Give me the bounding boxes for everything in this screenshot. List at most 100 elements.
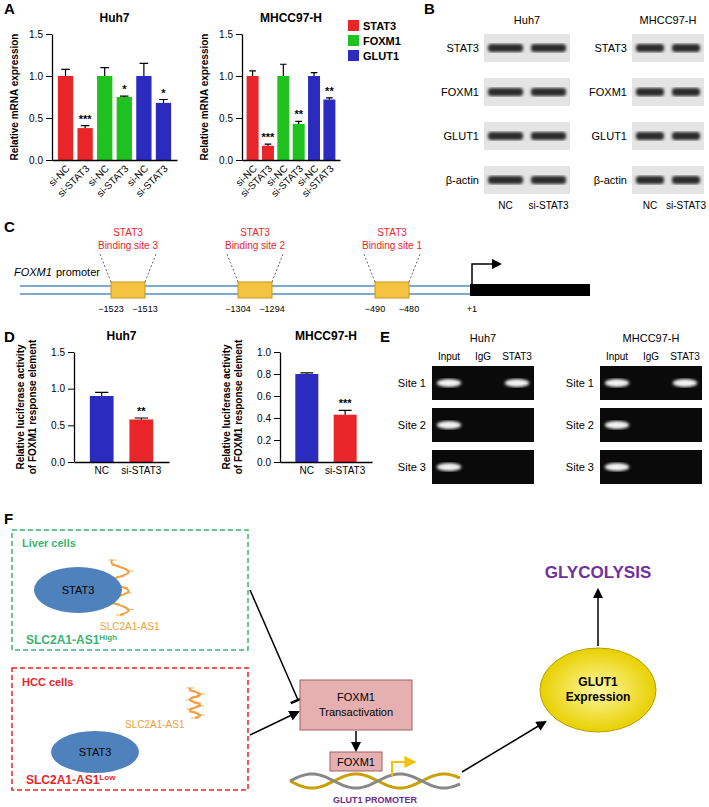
y-tick-label: 1.0 [51,383,65,394]
blot-title: MHCC97-H [640,14,697,26]
y-tick: 0.4 [257,413,280,424]
bar [90,396,114,462]
state-text: SLC2A1-AS1 [26,633,100,647]
y-tick-label: 1.5 [51,347,65,358]
band [636,132,664,140]
y-tick: 0.8 [257,369,280,380]
y-tick-mark [274,352,280,353]
band [488,44,523,52]
y-tick: 0.0 [257,457,280,468]
band [437,421,461,429]
bar [334,415,357,462]
protein-label: STAT3 [79,746,112,758]
x-axis: si-NCsi-STAT3si-NCsi-STAT3si-NCsi-STAT3 [46,161,177,200]
y-tick-mark [46,76,52,77]
legend: STAT3FOXM1GLUT1 [348,20,401,62]
promoter-word: promoter [56,266,100,278]
y-tick-label: 0.5 [219,113,233,124]
chart-title: MHCC97-H [295,329,357,343]
significance: *** [339,397,353,409]
blot-column-label: NC [643,200,657,211]
rna-base [111,565,119,566]
binding-site [375,282,409,298]
gel-column-label: Input [606,351,628,362]
y-tick-mark [68,462,74,463]
x-tick-label: NC [300,465,314,476]
panel-letter: A [4,0,15,17]
blot-row-label: STAT3 [594,42,627,54]
blot-strip [484,34,570,62]
site-coord: −1304 [225,304,250,314]
promoter-arrow [392,762,414,776]
y-axis-title: Relative luciferase activity [221,344,232,470]
y-axis-title: Relative mRNA expression [199,34,210,161]
binding-site [111,282,145,298]
y-tick-mark [274,440,280,441]
significance: ** [294,108,303,120]
band [488,132,523,140]
y-tick-label: 1.5 [29,29,43,40]
gel-strip [600,366,702,400]
promoter-label: GLUT1 PROMOTER [333,795,418,805]
legend-label: STAT3 [363,20,396,32]
chip-gel: MHCC97-HInputIgGSTAT3Site 1Site 2Site 3 [566,332,702,484]
gel-strip [600,450,702,484]
rna-base [193,703,201,704]
blot-row-label: β-actin [594,174,627,186]
y-tick-mark [46,160,52,161]
y-tick-mark [274,462,280,463]
transactivation-label: Transactivation [319,706,393,718]
site-label: STAT3 [113,227,143,238]
error-bar [249,71,256,76]
rna-base [197,694,205,695]
factor-box [330,752,382,771]
rna-base [186,709,194,710]
chip-gel: Huh7InputIgGSTAT3Site 1Site 2Site 3 [398,332,534,484]
significance: *** [79,113,93,125]
dna-strand [290,774,460,788]
glut1-node [540,648,656,732]
chart-title: Huh7 [100,11,130,25]
pathway-diagram: Liver cellsSTAT3SLC2A1-AS1SLC2A1-AS1High… [12,530,656,805]
x-axis-line [243,160,341,161]
transactivation-box [300,680,412,730]
y-tick-mark [46,34,52,35]
bar [156,103,171,160]
error-bar [100,68,109,76]
y-tick-label: 0.4 [257,413,271,424]
bar [277,76,289,160]
blot-strip [632,166,704,194]
transactivation-label: FOXM1 [337,691,375,703]
band [505,379,529,387]
rna-base [196,706,204,707]
y-tick-mark [68,389,74,390]
y-tick: 1.0 [51,383,74,394]
y-axis-title: of FOXM1 response element [233,339,244,474]
y-tick: 0.5 [51,420,74,431]
bars [295,373,356,462]
x-tick: si-STAT3 [134,163,171,200]
band [437,463,461,471]
y-tick-label: 0.2 [257,435,271,446]
inhibit-edge [250,590,298,700]
legend-swatch [348,20,359,31]
bar-chart: *****0.00.51.01.5si-NCsi-STAT3si-NCsi-ST… [9,11,178,199]
legend-label: FOXM1 [363,35,401,47]
blot-column-label: si-STAT3 [666,200,707,211]
gel-row-label: Site 1 [566,377,594,389]
rna-base [188,712,196,713]
blot-row-label: GLUT1 [592,130,627,142]
leader [364,254,420,282]
bar [97,76,112,160]
site-label: Binding site 1 [362,240,422,251]
blot-strip [484,78,570,106]
gel-column-label: STAT3 [670,351,700,362]
y-tick: 0.5 [29,113,52,124]
x-axis: si-NCsi-STAT3si-NCsi-STAT3si-NCsi-STAT3 [234,161,341,200]
protein [34,567,122,613]
significance: ** [325,85,334,97]
y-axis-line [242,35,243,161]
x-axis-line [75,462,170,463]
y-tick: 1.5 [29,29,52,40]
legend-swatch [348,50,359,61]
